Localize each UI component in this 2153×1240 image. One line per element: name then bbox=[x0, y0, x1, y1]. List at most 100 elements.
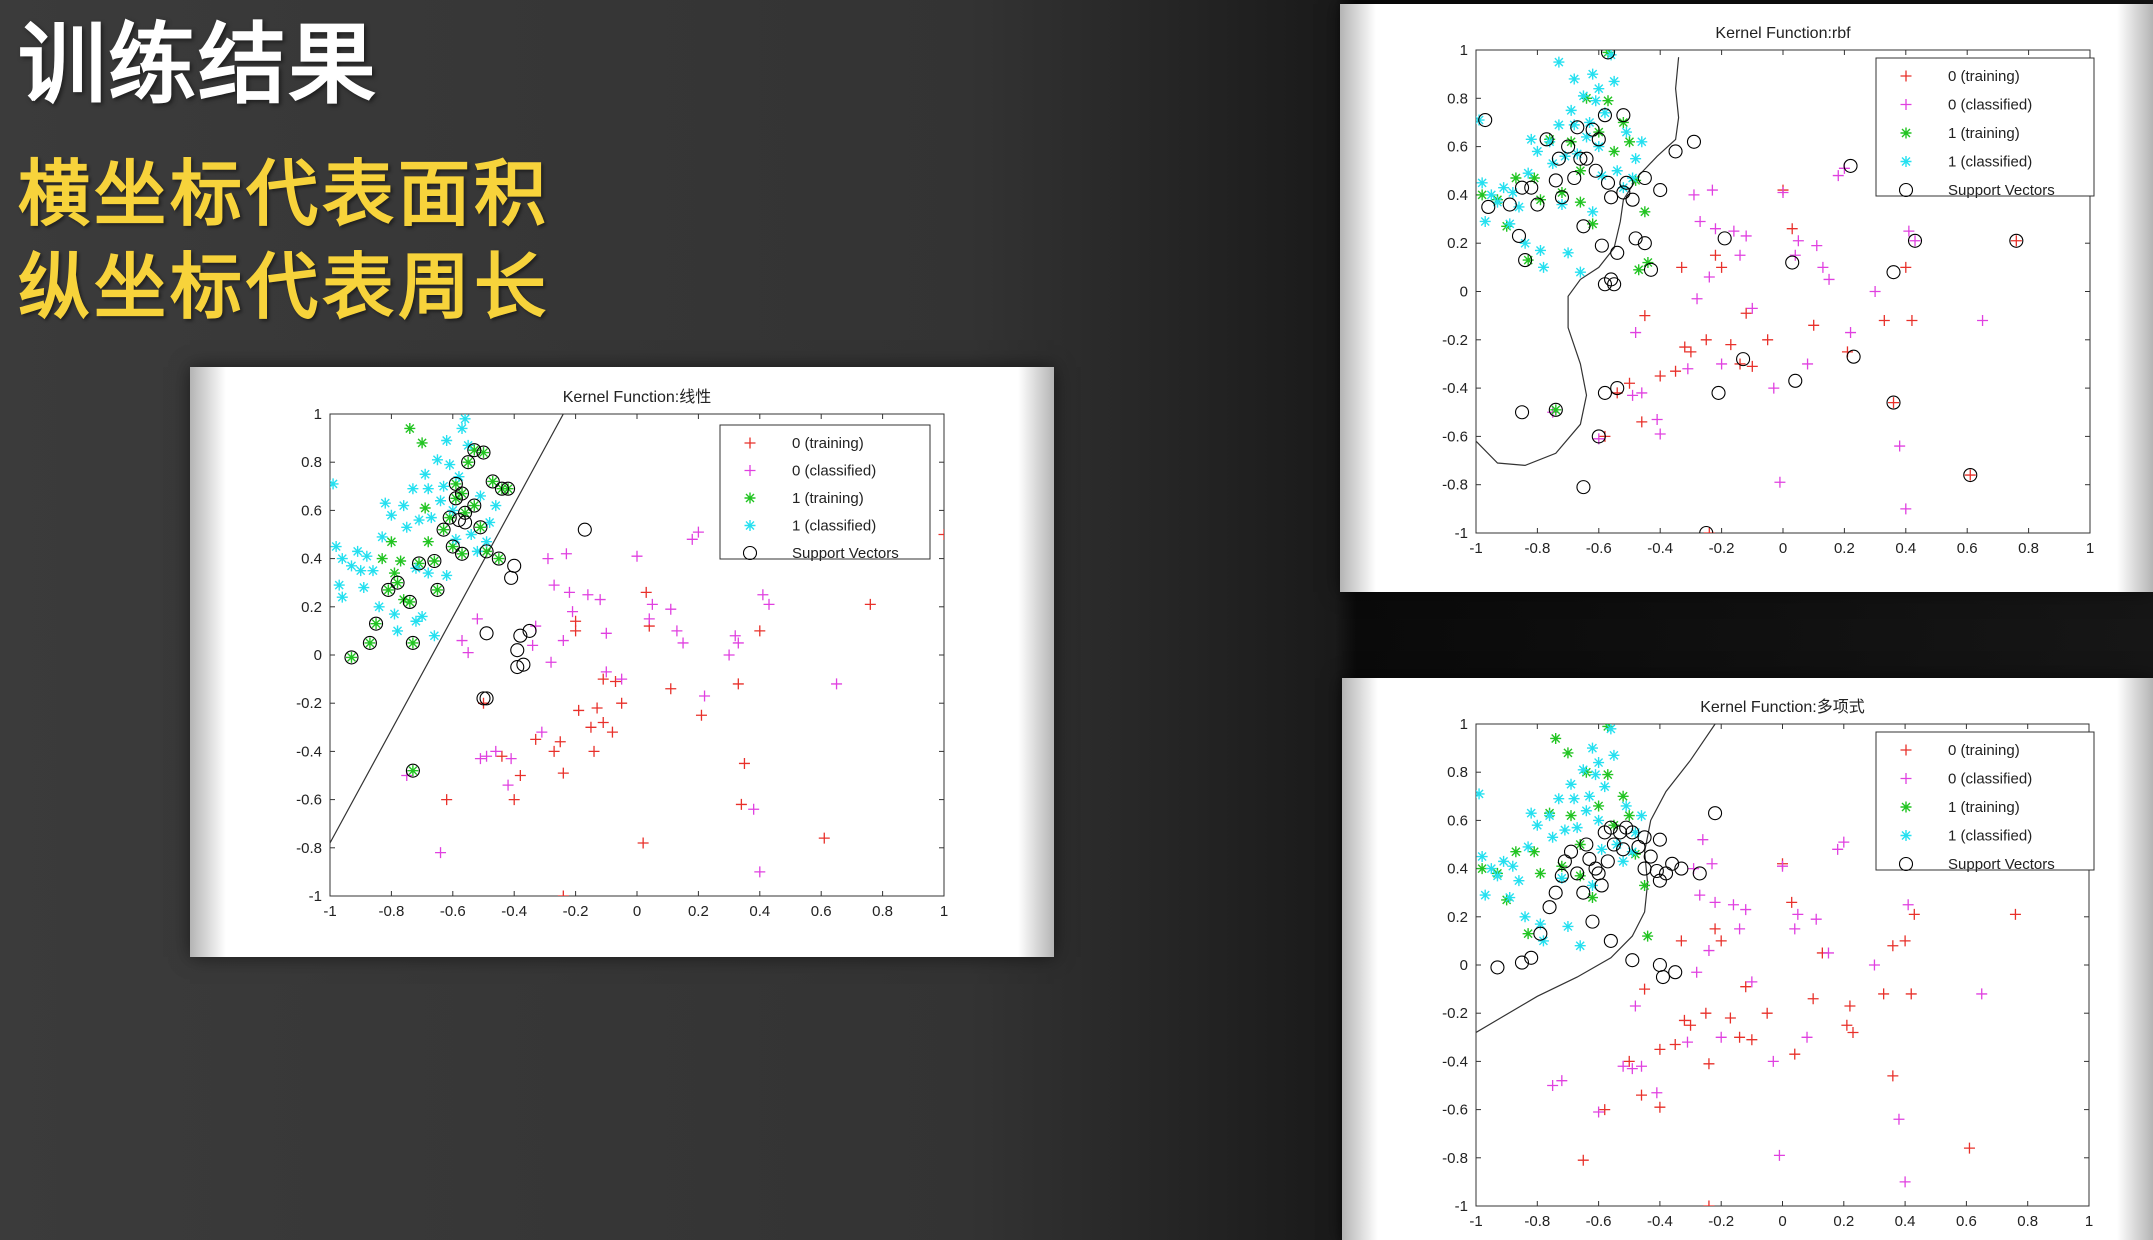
support-vector bbox=[476, 445, 491, 460]
point-class0-classified bbox=[729, 630, 741, 642]
point-class1-classified bbox=[1476, 177, 1488, 189]
x-tick-label: 0.8 bbox=[872, 903, 893, 920]
legend-marker bbox=[1900, 127, 1912, 139]
point-class1-classified bbox=[441, 569, 453, 581]
chart-panel-linear: Kernel Function:线性 -1 -0.8 -0.6 -0.4 -0.2 0 0.2… bbox=[190, 367, 1054, 957]
point-class1-training bbox=[345, 651, 357, 663]
point-class1-classified bbox=[358, 582, 370, 594]
y-tick-label: -0.4 bbox=[1442, 1053, 1468, 1070]
x-tick-label: -0.8 bbox=[378, 903, 404, 920]
point-class0-classified bbox=[1694, 889, 1706, 901]
point-class0-training bbox=[1636, 1089, 1648, 1101]
point-class0-classified bbox=[1706, 858, 1718, 870]
point-class0-training bbox=[1899, 935, 1911, 947]
point-class0-classified bbox=[763, 598, 775, 610]
point-class1-training bbox=[1550, 732, 1562, 744]
x-tick-label: 0.4 bbox=[749, 903, 770, 920]
chart-title: Kernel Function:多项式 bbox=[1700, 698, 1865, 716]
point-class1-classified bbox=[1587, 68, 1599, 80]
point-class0-classified bbox=[1746, 976, 1758, 988]
point-class1-training bbox=[382, 584, 394, 596]
series-class1-classified bbox=[330, 414, 502, 642]
support-vector bbox=[1591, 132, 1606, 147]
support-vector bbox=[1843, 158, 1858, 173]
support-vector bbox=[1563, 844, 1579, 859]
support-vector bbox=[473, 520, 488, 535]
x-tick-label: 1 bbox=[2086, 540, 2094, 557]
point-class1-classified bbox=[1626, 846, 1638, 858]
point-class0-training bbox=[1700, 1007, 1712, 1019]
legend-box bbox=[719, 424, 931, 560]
point-class1-classified bbox=[1593, 757, 1605, 769]
point-class0-training bbox=[1654, 370, 1666, 382]
point-class1-classified bbox=[1534, 244, 1546, 256]
point-class0-classified bbox=[1715, 1031, 1727, 1043]
point-class0-classified bbox=[1792, 235, 1804, 247]
support-vector bbox=[1699, 525, 1714, 533]
point-class1-training bbox=[1476, 189, 1488, 201]
y-axis: 1 0.8 0.6 0.4 0.2 0 -0.2 -0.4 -0.6 -0.8 -1 bbox=[296, 406, 944, 905]
y-tick-label: 1 bbox=[1460, 716, 1468, 733]
point-class1-classified bbox=[1580, 805, 1592, 817]
point-class0-training bbox=[1808, 319, 1820, 331]
point-class1-training bbox=[450, 478, 462, 490]
point-class0-classified bbox=[1832, 843, 1844, 855]
point-class1-training bbox=[1534, 867, 1546, 879]
point-class0-classified bbox=[1777, 186, 1789, 198]
support-vector bbox=[1567, 170, 1582, 186]
point-class0-training bbox=[530, 733, 542, 745]
point-class0-classified bbox=[1789, 923, 1801, 935]
point-class0-classified bbox=[536, 726, 548, 738]
point-class0-training bbox=[1847, 1026, 1859, 1038]
support-vector bbox=[1554, 190, 1570, 205]
point-class1-classified bbox=[1531, 145, 1543, 157]
point-class1-training bbox=[468, 444, 480, 456]
point-class1-training bbox=[1587, 218, 1599, 230]
support-vector bbox=[510, 643, 525, 658]
point-class0-training bbox=[1700, 334, 1712, 346]
point-class1-training bbox=[1617, 116, 1629, 128]
point-class0-classified bbox=[616, 673, 628, 685]
point-class0-classified bbox=[754, 866, 766, 878]
point-class0-training bbox=[573, 704, 585, 716]
x-tick-label: 0.2 bbox=[1834, 540, 1855, 557]
point-class0-training bbox=[1703, 527, 1715, 533]
y-tick-label: 0 bbox=[314, 647, 322, 664]
point-class0-classified bbox=[1709, 223, 1721, 235]
support-vector bbox=[1515, 405, 1530, 420]
point-class1-classified bbox=[333, 579, 345, 591]
support-vector bbox=[1579, 837, 1594, 852]
point-class0-classified bbox=[1547, 1080, 1559, 1091]
point-class0-training bbox=[1807, 993, 1819, 1005]
point-class0-classified bbox=[757, 589, 769, 601]
point-class1-training bbox=[376, 553, 388, 565]
point-class1-training bbox=[407, 765, 419, 777]
point-class1-classified bbox=[1559, 824, 1571, 836]
point-class0-training bbox=[441, 794, 453, 806]
point-class0-training bbox=[1963, 1142, 1975, 1154]
support-vector bbox=[442, 510, 457, 525]
point-class1-classified bbox=[1581, 131, 1593, 143]
chart-panel-polynomial: Kernel Function:多项式 -1 -0.8 -0.6 -0.4 -0.2 0 0.… bbox=[1342, 678, 2153, 1240]
support-vector bbox=[344, 650, 359, 665]
legend-label: 0 (classified) bbox=[1948, 771, 2032, 788]
point-class0-classified bbox=[1636, 1060, 1648, 1072]
point-class1-training bbox=[431, 584, 443, 596]
point-class0-classified bbox=[1626, 1063, 1638, 1075]
point-class0-classified bbox=[542, 553, 554, 565]
x-tick-label: 0 bbox=[1779, 540, 1787, 557]
point-class0-classified bbox=[1789, 249, 1801, 261]
point-class0-training bbox=[554, 736, 566, 748]
point-class1-classified bbox=[1571, 148, 1583, 160]
point-class1-classified bbox=[1596, 170, 1608, 182]
point-class0-training bbox=[1740, 307, 1752, 319]
support-vector bbox=[369, 616, 384, 631]
legend-marker bbox=[1900, 744, 1912, 756]
point-class1-training bbox=[1639, 206, 1651, 218]
point-class1-classified bbox=[1586, 879, 1598, 891]
point-class1-classified bbox=[1568, 793, 1580, 805]
point-class0-classified bbox=[567, 606, 579, 618]
y-axis: 1 0.8 0.6 0.4 0.2 0 -0.2 -0.4 -0.6 -0.8 -1 bbox=[1442, 716, 2089, 1215]
point-class0-training bbox=[1844, 1000, 1856, 1012]
point-class1-classified bbox=[1491, 196, 1503, 208]
